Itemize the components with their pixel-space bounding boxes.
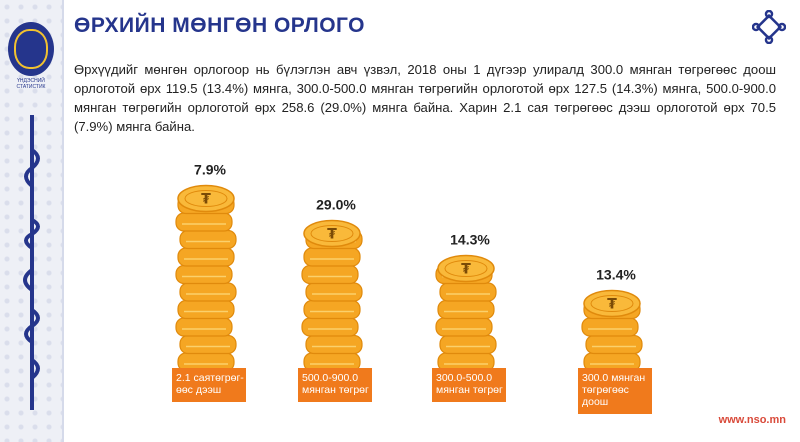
value-label: 7.9% bbox=[194, 162, 226, 178]
coin-rim bbox=[444, 260, 488, 277]
coin bbox=[179, 229, 237, 250]
tugrik-icon: ₮ bbox=[327, 227, 337, 243]
category-label: 300.0 мянган bbox=[582, 372, 645, 384]
tugrik-icon: ₮ bbox=[201, 192, 211, 208]
coin bbox=[581, 317, 639, 337]
mongolian-script-icon bbox=[23, 115, 40, 410]
coin bbox=[175, 317, 233, 337]
endless-knot-icon bbox=[752, 10, 786, 44]
coin bbox=[439, 334, 497, 355]
coin bbox=[175, 264, 233, 285]
coin bbox=[439, 282, 497, 302]
coin bbox=[301, 264, 359, 285]
coin bbox=[177, 247, 235, 267]
coin bbox=[179, 282, 237, 302]
coin bbox=[177, 299, 235, 320]
coin bbox=[179, 334, 237, 355]
category-label-box bbox=[172, 368, 246, 402]
value-label: 13.4% bbox=[596, 267, 636, 283]
category-label: 500.0-900.0 bbox=[302, 372, 358, 384]
category-label: мянган төгрөг bbox=[302, 384, 369, 396]
coin bbox=[305, 282, 363, 302]
intro-paragraph: Өрхүүдийг мөнгөн орлогоор нь бүлэглэн ав… bbox=[74, 62, 776, 134]
value-label: 29.0% bbox=[316, 197, 356, 213]
value-label: 14.3% bbox=[450, 232, 490, 248]
coin-top bbox=[437, 254, 495, 283]
coin bbox=[305, 334, 363, 355]
coin-rim bbox=[184, 190, 228, 207]
logo-text: ҮНДЭСНИЙ СТАТИСТИК bbox=[16, 78, 46, 90]
nso-emblem-icon bbox=[8, 22, 54, 76]
coin bbox=[175, 212, 233, 232]
category-label: 300.0-500.0 bbox=[436, 372, 492, 384]
coin-top bbox=[583, 289, 641, 318]
coin-rim bbox=[590, 295, 634, 312]
coin bbox=[303, 247, 361, 267]
sidebar: ҮНДЭСНИЙ СТАТИСТИК bbox=[0, 0, 64, 442]
coin-rim bbox=[310, 225, 354, 242]
category-label-box bbox=[298, 368, 372, 402]
coin bbox=[301, 317, 359, 337]
coin bbox=[303, 299, 361, 320]
footer-url: www.nso.mn bbox=[718, 414, 786, 426]
page-title: ӨРХИЙН МӨНГӨН ОРЛОГО bbox=[74, 14, 366, 37]
category-label-box bbox=[578, 368, 652, 414]
coin bbox=[585, 334, 643, 355]
tugrik-icon: ₮ bbox=[461, 262, 471, 278]
coin bbox=[435, 317, 493, 337]
category-label-box bbox=[432, 368, 506, 402]
coin bbox=[437, 299, 495, 320]
category-label: 2.1 саятөгрөг- bbox=[176, 372, 244, 384]
category-label: доош bbox=[582, 396, 608, 408]
category-label: өөс дээш bbox=[176, 384, 221, 396]
category-label: мянган төгрөг bbox=[436, 384, 503, 396]
category-label: төгрөгөөс bbox=[582, 384, 629, 396]
coin-top bbox=[303, 219, 361, 248]
coin-top bbox=[177, 184, 235, 213]
tugrik-icon: ₮ bbox=[607, 297, 617, 313]
